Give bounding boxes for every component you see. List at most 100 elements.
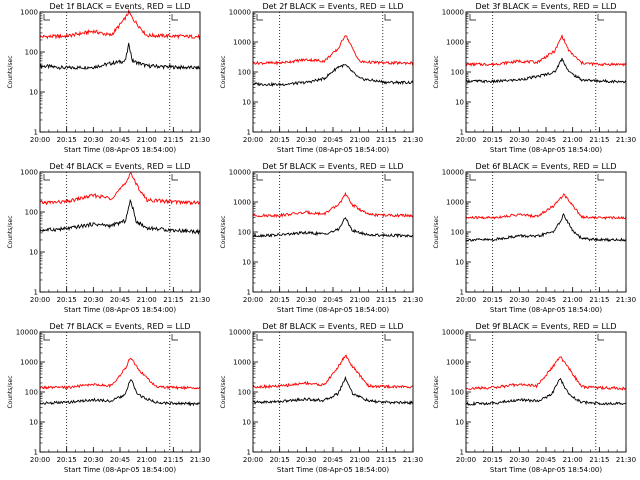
y-tick-label: 100 [238,389,251,397]
chart-title: Det 7f BLACK = Events, RED = LLD [49,322,190,331]
legend-mark [597,334,604,341]
x-tick-label: 20:30 [83,456,103,464]
y-tick-label: 10000 [442,169,464,177]
y-axis-label: Counts/sec [220,55,227,88]
y-tick-label: 1000 [446,359,464,367]
x-axis-label: Start Time (08-Apr-05 18:54:00) [64,466,176,474]
x-tick-label: 20:15 [57,136,77,144]
legend-mark [597,174,604,181]
x-tick-label: 20:15 [270,456,290,464]
x-tick-label: 21:15 [163,456,183,464]
x-tick-label: 20:30 [296,456,316,464]
y-tick-label: 10000 [229,9,251,17]
y-tick-label: 100 [238,229,251,237]
y-tick-label: 1000 [446,39,464,47]
x-axis-label: Start Time (08-Apr-05 18:54:00) [64,306,176,314]
series-line [465,356,627,391]
x-tick-label: 21:15 [376,136,396,144]
x-tick-label: 20:30 [83,296,103,304]
legend-mark [384,174,391,181]
x-tick-label: 21:15 [163,296,183,304]
plot-frame [39,331,201,453]
legend-mark [384,334,391,341]
y-axis-label: Counts/sec [433,215,440,248]
series-line [252,375,414,406]
legend-mark [43,174,50,181]
y-tick-label: 1 [460,289,464,297]
legend-mark [256,174,263,181]
x-tick-label: 20:45 [110,136,130,144]
legend-mark [43,334,50,341]
x-axis-label: Start Time (08-Apr-05 18:54:00) [277,306,389,314]
x-tick-label: 21:15 [376,296,396,304]
y-tick-label: 10 [29,419,38,427]
legend-mark [256,334,263,341]
y-tick-label: 10000 [442,329,464,337]
chart-title: Det 2f BLACK = Events, RED = LLD [262,2,403,11]
series-line [465,377,627,407]
x-tick-label: 20:45 [323,136,343,144]
x-tick-label: 21:15 [376,456,396,464]
legend-mark [171,334,178,341]
x-tick-label: 20:00 [243,296,263,304]
y-tick-label: 10 [29,249,38,257]
series-line [39,379,201,407]
legend-mark [469,174,476,181]
legend-mark [384,14,391,21]
y-tick-label: 100 [238,69,251,77]
x-tick-label: 21:30 [616,296,636,304]
series-line [465,212,627,242]
x-tick-label: 20:00 [30,136,50,144]
y-axis-label: Counts/sec [7,375,14,408]
x-tick-label: 20:30 [296,296,316,304]
x-tick-label: 21:15 [589,296,609,304]
x-tick-label: 21:00 [563,136,583,144]
x-tick-label: 20:00 [243,456,263,464]
x-tick-label: 20:00 [456,456,476,464]
series-line [252,35,414,66]
plot-frame [465,171,627,293]
y-tick-label: 1000 [233,39,251,47]
y-tick-label: 1 [247,129,251,137]
chart-title: Det 8f BLACK = Events, RED = LLD [262,322,403,331]
x-tick-label: 21:15 [589,456,609,464]
chart-title: Det 1f BLACK = Events, RED = LLD [49,2,190,11]
plot-frame [465,11,627,133]
x-tick-label: 21:00 [137,456,157,464]
chart-title: Det 5f BLACK = Events, RED = LLD [262,162,403,171]
x-tick-label: 21:15 [163,136,183,144]
y-tick-label: 1 [34,449,38,457]
series-line [39,8,201,40]
y-tick-label: 1000 [20,9,38,17]
x-tick-label: 20:00 [30,296,50,304]
y-tick-label: 1000 [233,359,251,367]
x-tick-label: 20:30 [509,296,529,304]
y-tick-label: 100 [451,389,464,397]
x-tick-label: 21:00 [350,136,370,144]
series-line [252,191,414,218]
x-tick-label: 21:00 [137,296,157,304]
plot-frame [39,171,201,293]
y-tick-label: 100 [451,229,464,237]
y-tick-label: 1 [460,449,464,457]
y-tick-label: 1000 [446,199,464,207]
detector-panel: Det 6f BLACK = Events, RED = LLD Counts/s… [433,162,636,314]
x-tick-label: 21:15 [589,136,609,144]
x-tick-label: 20:00 [243,136,263,144]
y-tick-label: 1 [247,289,251,297]
y-tick-label: 10 [455,259,464,267]
x-tick-label: 20:30 [509,136,529,144]
chart-title: Det 3f BLACK = Events, RED = LLD [475,2,616,11]
x-axis-label: Start Time (08-Apr-05 18:54:00) [277,146,389,154]
series-line [39,198,201,236]
x-tick-label: 20:45 [110,456,130,464]
x-axis-label: Start Time (08-Apr-05 18:54:00) [490,146,602,154]
x-tick-label: 21:30 [190,296,210,304]
detector-panel: Det 9f BLACK = Events, RED = LLD Counts/s… [433,322,636,474]
x-tick-label: 21:00 [563,456,583,464]
x-axis-label: Start Time (08-Apr-05 18:54:00) [490,466,602,474]
chart-title: Det 9f BLACK = Events, RED = LLD [475,322,616,331]
detector-panel: Det 3f BLACK = Events, RED = LLD Counts/s… [433,2,636,154]
series-line [252,63,414,87]
